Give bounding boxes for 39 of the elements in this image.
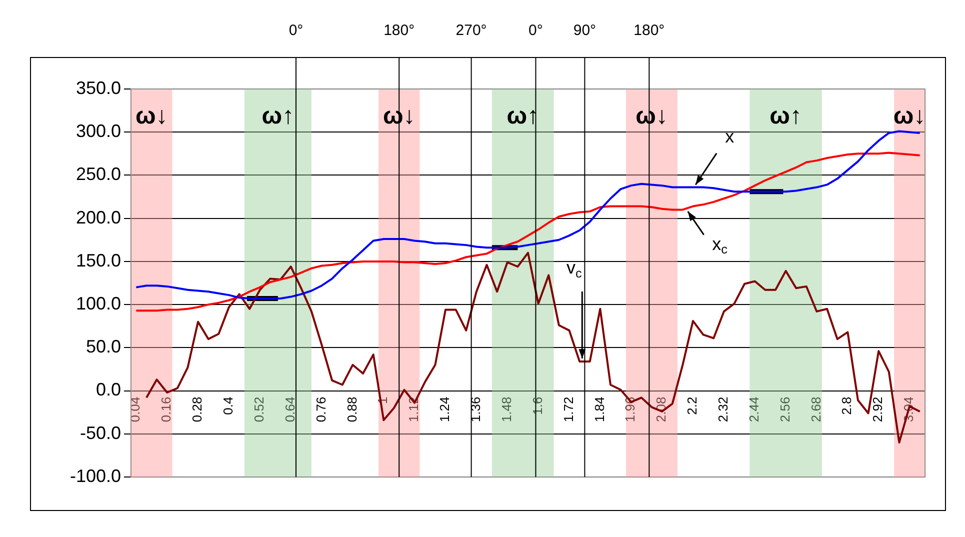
x-tick-label: 1.6	[530, 396, 545, 415]
y-tick-label: 0.0	[96, 380, 121, 400]
x-tick-label: 0.76	[313, 396, 328, 422]
annotation: x	[725, 126, 734, 146]
x-tick-label: 2.8	[839, 396, 854, 415]
band-label: ω↓	[893, 102, 926, 130]
text: 270°	[456, 22, 487, 40]
x-tick-label: 0.52	[251, 396, 266, 422]
x-tick-label: 2.44	[746, 396, 762, 422]
band-label: ω↑	[262, 102, 294, 130]
x-tick-label: 2.32	[716, 396, 730, 422]
x-tick-label: 1.24	[437, 396, 452, 422]
x-tick-label: 2.68	[808, 396, 824, 422]
x-tick-label: 1.72	[560, 396, 576, 422]
y-tick-label: 100.0	[76, 294, 121, 314]
x-tick-label: 0.64	[282, 396, 298, 422]
x-tick-label: 2.56	[777, 396, 792, 422]
band-label: ω↑	[770, 102, 802, 130]
x-tick-label: 0.28	[190, 396, 205, 422]
x-tick-label: 1.84	[592, 396, 607, 422]
x-tick-label: 2.2	[684, 396, 700, 415]
y-tick-label: -50.0	[80, 422, 121, 443]
y-tick-label: 150.0	[76, 250, 121, 270]
y-tick-label: 250.0	[76, 164, 121, 184]
x-tick-label: 0.88	[344, 396, 360, 422]
y-tick-label: 200.0	[76, 207, 121, 228]
x-tick-label: 0.4	[220, 396, 236, 415]
x-tick-label: 2.92	[870, 396, 886, 422]
text: 0°	[288, 22, 304, 40]
y-tick-label: 300.0	[76, 121, 121, 142]
y-tick-label: 50.0	[86, 336, 121, 357]
text: 0°	[528, 22, 543, 40]
y-tick-label: -100.0	[70, 466, 121, 486]
y-tick-label: 350.0	[76, 78, 121, 98]
text: 180°	[384, 22, 415, 40]
text: 180°	[634, 22, 665, 40]
text: 90°	[573, 22, 596, 40]
x-tick-label: 1.48	[498, 396, 514, 422]
band-label: ω↑	[506, 102, 539, 130]
